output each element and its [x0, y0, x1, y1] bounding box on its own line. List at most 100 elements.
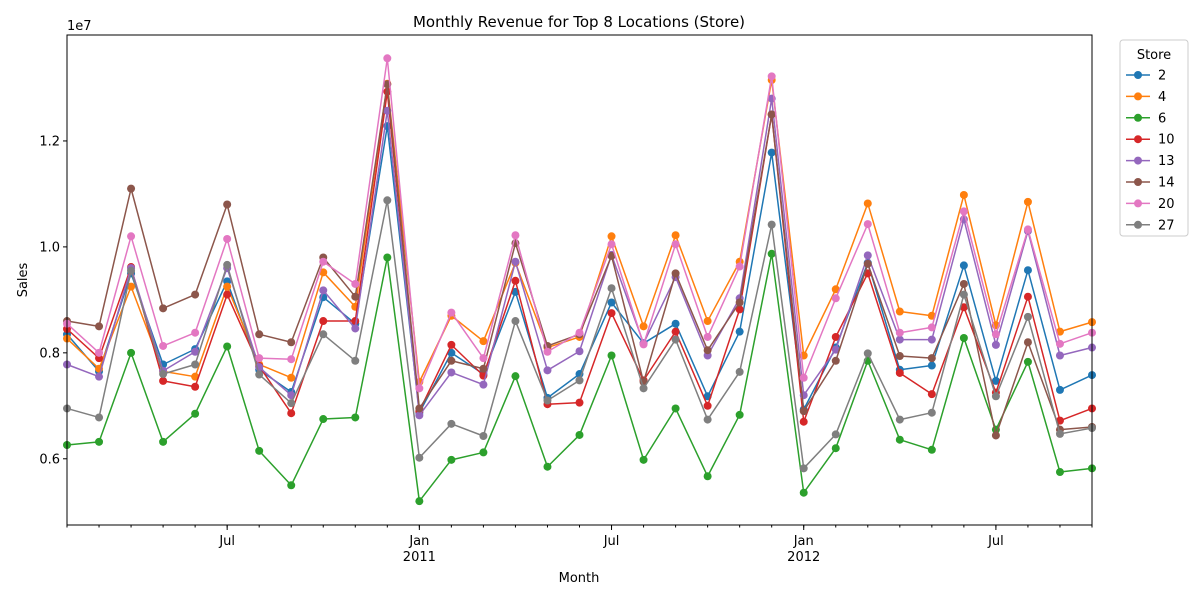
data-point — [191, 372, 200, 381]
data-point — [767, 220, 776, 229]
x-tick-label: Jan — [793, 534, 814, 549]
legend-item: 20 — [1126, 197, 1175, 212]
data-point — [703, 401, 712, 410]
data-point — [927, 335, 936, 344]
series-line-2 — [66, 125, 1093, 414]
data-point — [1023, 292, 1032, 301]
legend-label: 6 — [1158, 111, 1166, 126]
data-point — [159, 370, 168, 379]
data-point — [223, 260, 232, 269]
data-point — [991, 340, 1000, 349]
data-point — [351, 324, 360, 333]
legend-swatch-marker — [1134, 92, 1142, 101]
data-point — [479, 380, 488, 389]
data-point — [831, 285, 840, 294]
y-tick-label: 0.6 — [39, 452, 60, 467]
legend-swatch-marker — [1134, 156, 1142, 165]
y-axis-label: Sales — [16, 262, 31, 297]
data-point — [735, 327, 744, 336]
data-point — [319, 268, 328, 277]
data-point — [1055, 351, 1064, 360]
data-point — [959, 279, 968, 288]
data-point — [543, 396, 552, 405]
data-point — [479, 337, 488, 346]
data-point — [767, 110, 776, 119]
data-point — [447, 455, 456, 464]
legend-item: 4 — [1126, 90, 1166, 105]
data-point — [287, 399, 296, 408]
data-point — [799, 407, 808, 416]
data-point — [799, 488, 808, 497]
legend-swatch-marker — [1134, 135, 1142, 144]
legend-swatch-marker — [1134, 71, 1142, 79]
data-point — [1055, 429, 1064, 438]
data-point — [927, 408, 936, 417]
data-point — [1023, 266, 1032, 275]
data-point — [191, 328, 200, 337]
data-point — [639, 340, 648, 349]
data-point — [575, 347, 584, 356]
x-tick-year-label: 2012 — [787, 550, 820, 565]
data-point — [479, 432, 488, 441]
legend-label: 13 — [1158, 154, 1175, 169]
data-point — [1055, 339, 1064, 348]
data-point — [607, 309, 616, 318]
data-point — [511, 317, 520, 326]
data-point — [895, 415, 904, 424]
data-point — [863, 251, 872, 260]
data-point — [223, 342, 232, 351]
data-point — [415, 453, 424, 462]
data-point — [607, 232, 616, 241]
data-point — [671, 319, 680, 328]
data-point — [287, 409, 296, 418]
data-point — [1023, 197, 1032, 206]
data-point — [671, 231, 680, 240]
data-point — [895, 352, 904, 361]
data-point — [255, 330, 264, 339]
data-point — [159, 304, 168, 313]
x-tick-label: Jul — [603, 534, 620, 549]
data-point — [607, 251, 616, 260]
data-point — [799, 373, 808, 382]
legend-swatch-marker — [1134, 113, 1142, 122]
data-point — [351, 413, 360, 422]
data-point — [639, 384, 648, 393]
plot-area — [66, 34, 1093, 526]
data-point — [1023, 357, 1032, 366]
data-point — [511, 276, 520, 285]
legend-label: 2 — [1158, 69, 1166, 84]
data-point — [319, 415, 328, 424]
data-point — [127, 282, 136, 291]
data-point — [895, 328, 904, 337]
legend-item: 10 — [1126, 133, 1175, 148]
data-point — [511, 372, 520, 381]
data-point — [863, 259, 872, 268]
data-point — [447, 368, 456, 377]
legend-item: 14 — [1126, 176, 1175, 191]
data-point — [447, 308, 456, 317]
data-point — [127, 266, 136, 275]
data-point — [735, 305, 744, 314]
legend-swatch-marker — [1134, 178, 1142, 186]
data-point — [191, 409, 200, 418]
legend-item: 13 — [1126, 154, 1175, 169]
data-point — [127, 184, 136, 193]
data-point — [703, 346, 712, 355]
series-layer — [63, 54, 1096, 506]
data-point — [703, 415, 712, 424]
data-point — [735, 367, 744, 376]
legend-items: 2 4 6 10 13 14 20 27 — [1126, 69, 1175, 233]
data-point — [991, 376, 1000, 385]
data-point — [831, 356, 840, 365]
x-tick-label: Jan — [408, 534, 429, 549]
data-point — [415, 404, 424, 413]
data-point — [511, 257, 520, 266]
data-point — [287, 355, 296, 364]
data-point — [1023, 312, 1032, 321]
data-point — [607, 298, 616, 307]
series-27 — [63, 196, 1096, 473]
data-point — [575, 430, 584, 439]
data-point — [927, 445, 936, 454]
data-point — [1023, 225, 1032, 234]
data-point — [95, 372, 104, 381]
